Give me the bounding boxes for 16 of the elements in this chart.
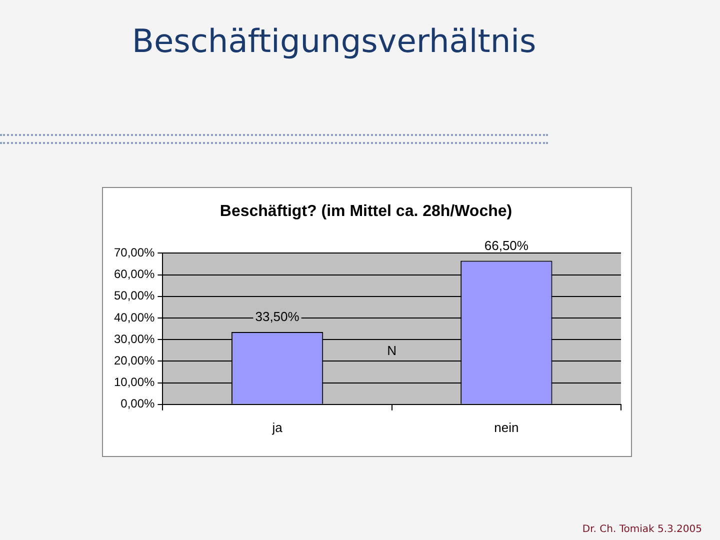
y-tick-label: 0,00% xyxy=(120,396,156,411)
y-tick-label: 30,00% xyxy=(114,332,156,346)
annotation: N xyxy=(387,343,397,358)
chart-subtitle: Beschäftigt? (im Mittel ca. 28h/Woche) xyxy=(220,203,512,220)
text: Dr. Ch. Tomiak 5.3.2005 xyxy=(582,524,702,535)
y-tick-label: 70,00% xyxy=(114,246,156,260)
y-tick-label: 60,00% xyxy=(114,267,156,282)
data-label: 33,50% xyxy=(255,309,300,324)
y-tick-label: 10,00% xyxy=(114,375,156,390)
x-tick-label: ja xyxy=(271,420,284,435)
data-label: 66,50% xyxy=(484,238,529,253)
y-tick-label: 20,00% xyxy=(114,354,156,368)
x-tick-label: nein xyxy=(494,420,519,435)
y-tick-label: 50,00% xyxy=(114,288,156,303)
y-tick-label: 40,00% xyxy=(114,310,156,324)
chart-title: Beschäftigungsverhältnis xyxy=(132,22,536,60)
